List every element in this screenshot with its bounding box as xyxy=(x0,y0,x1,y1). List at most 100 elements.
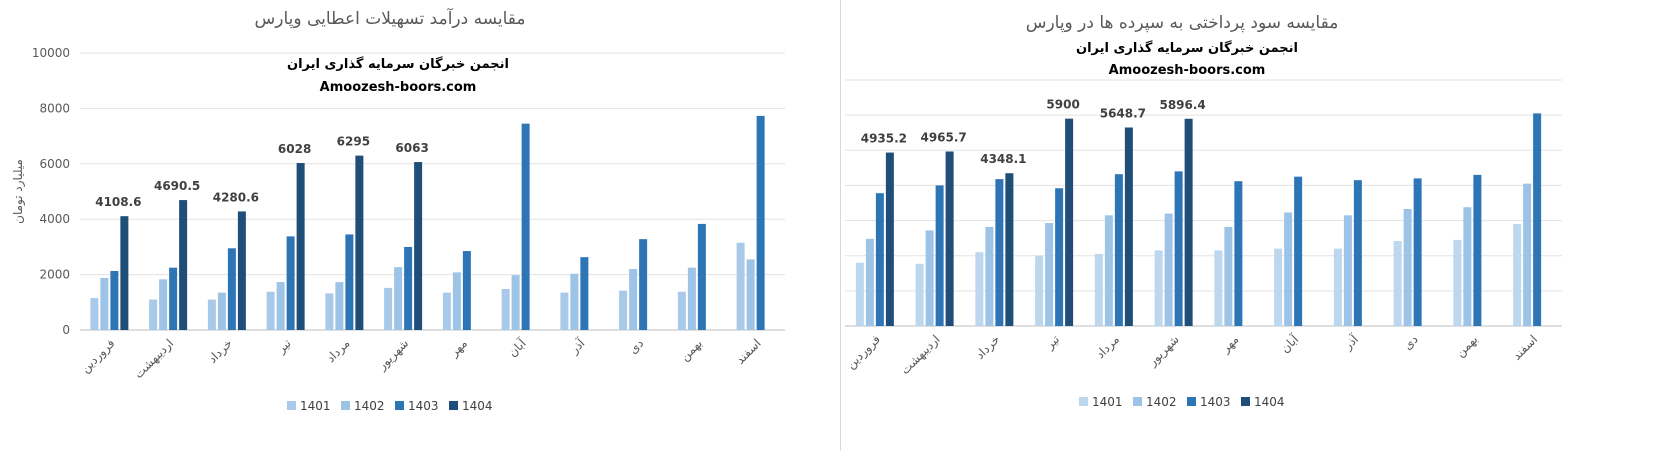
x-tick-label: اسفند xyxy=(733,336,764,367)
x-tick-label: شهریور xyxy=(1145,332,1183,370)
legend-label-1401: 1401 xyxy=(1092,395,1123,409)
x-tick-label: بهمن xyxy=(1453,332,1481,360)
chart-title: مقایسه درآمد تسهیلات اعطایی وپارس xyxy=(254,7,525,29)
bar-1402-9 xyxy=(570,273,579,330)
bar-1403-3 xyxy=(227,248,236,330)
bar-1403-1 xyxy=(875,193,884,326)
bar-1403-6 xyxy=(1174,171,1183,326)
x-tick-label: آبان xyxy=(505,335,530,360)
bar-1402-11 xyxy=(687,267,696,330)
bar-1401-7 xyxy=(1214,250,1223,326)
data-label-1404-2: 4690.5 xyxy=(154,179,200,193)
bar-1401-1 xyxy=(855,262,864,326)
bar-1403-1 xyxy=(110,270,119,330)
bar-1401-9 xyxy=(560,292,569,330)
x-tick-label: مرداد xyxy=(1093,332,1123,362)
x-tick-label: آذر xyxy=(566,335,589,358)
bar-1403-7 xyxy=(1234,181,1243,326)
data-label-1404-6: 6063 xyxy=(395,141,428,155)
legend-label-1404: 1404 xyxy=(462,399,493,413)
legend-swatch-1404 xyxy=(449,401,458,410)
data-label-1404-4: 6028 xyxy=(278,142,311,156)
legend-swatch-1402 xyxy=(1133,397,1142,406)
bar-1403-12 xyxy=(756,115,765,330)
bar-1401-12 xyxy=(736,242,745,330)
bar-1401-9 xyxy=(1333,248,1342,326)
bar-1402-3 xyxy=(985,226,994,326)
x-tick-label: مرداد xyxy=(323,336,353,366)
legend-label-1404: 1404 xyxy=(1254,395,1285,409)
chart-website: Amoozesh-boors.com xyxy=(320,80,477,95)
legend-swatch-1404 xyxy=(1241,397,1250,406)
bar-1403-2 xyxy=(169,267,178,330)
y-tick-label: 4000 xyxy=(39,212,70,226)
bar-1402-12 xyxy=(1523,183,1532,326)
y-axis-label: میلیارد تومان xyxy=(11,159,26,224)
x-tick-label: اردیبهشت xyxy=(131,336,177,382)
bar-1402-12 xyxy=(746,259,755,330)
bar-1404-1 xyxy=(885,152,894,326)
bar-1402-4 xyxy=(1045,223,1054,326)
bar-1401-7 xyxy=(442,292,451,330)
bar-1402-7 xyxy=(452,272,461,330)
data-label-1404-6: 5896.4 xyxy=(1159,98,1205,112)
x-tick-label: فروردین xyxy=(78,336,118,376)
chart-title: مقایسه سود پرداختی به سپرده ها در وپارس xyxy=(1026,13,1339,33)
bar-1401-4 xyxy=(1035,255,1044,326)
bar-1402-5 xyxy=(1104,215,1113,326)
panel-divider xyxy=(840,0,841,451)
data-label-1404-3: 4348.1 xyxy=(980,152,1026,166)
x-tick-label: خرداد xyxy=(205,336,235,366)
x-tick-label: مهر xyxy=(446,336,470,360)
bar-1402-4 xyxy=(276,282,285,330)
data-label-1404-2: 4965.7 xyxy=(920,130,966,144)
bar-1404-1 xyxy=(120,216,129,330)
bar-1403-10 xyxy=(639,239,648,330)
bar-1402-10 xyxy=(1403,208,1412,326)
bar-1401-3 xyxy=(207,299,216,330)
bar-1403-11 xyxy=(697,223,706,330)
bar-1403-12 xyxy=(1533,113,1542,326)
bar-1401-5 xyxy=(325,293,334,330)
x-tick-label: اسفند xyxy=(1510,332,1541,363)
bar-1404-3 xyxy=(237,211,246,330)
bar-1403-8 xyxy=(1294,176,1303,326)
legend-swatch-1403 xyxy=(1187,397,1196,406)
x-tick-label: شهریور xyxy=(374,336,412,374)
bar-1401-5 xyxy=(1094,253,1103,326)
bar-1403-6 xyxy=(404,246,413,330)
legend-label-1403: 1403 xyxy=(1200,395,1231,409)
legend-label-1401: 1401 xyxy=(300,399,331,413)
bar-1401-1 xyxy=(90,298,99,330)
x-tick-label: خرداد xyxy=(973,332,1003,362)
bar-1403-8 xyxy=(521,123,530,330)
bar-1401-6 xyxy=(384,287,393,330)
legend-swatch-1401 xyxy=(1079,397,1088,406)
bar-1404-5 xyxy=(1124,127,1133,326)
bar-1401-8 xyxy=(501,289,510,330)
bar-1401-2 xyxy=(915,263,924,326)
x-tick-label: دی xyxy=(1400,332,1420,352)
bar-1402-8 xyxy=(511,275,520,330)
bar-1401-6 xyxy=(1154,250,1163,326)
bar-1402-6 xyxy=(394,267,403,330)
bar-1402-3 xyxy=(217,292,226,330)
data-label-1404-3: 4280.6 xyxy=(213,190,259,204)
x-tick-label: دی xyxy=(626,336,646,356)
bar-1401-11 xyxy=(1453,239,1462,326)
bar-1403-4 xyxy=(286,236,295,330)
bar-1401-12 xyxy=(1513,224,1522,326)
bar-1401-10 xyxy=(1393,240,1402,326)
data-label-1404-4: 5900 xyxy=(1046,98,1079,112)
bar-1403-5 xyxy=(1114,174,1123,326)
chart-right-svg: مقایسه سود پرداختی به سپرده ها در وپارس ا… xyxy=(844,13,1562,409)
data-label-1404-1: 4108.6 xyxy=(95,195,141,209)
bar-1401-8 xyxy=(1274,248,1283,326)
chart-website: Amoozesh-boors.com xyxy=(1109,63,1266,78)
bar-1403-11 xyxy=(1473,174,1482,326)
chart-right: مقایسه سود پرداختی به سپرده ها در وپارس ا… xyxy=(842,0,1666,451)
legend-swatch-1402 xyxy=(341,401,350,410)
data-label-1404-1: 4935.2 xyxy=(861,132,907,146)
bar-1402-1 xyxy=(865,238,874,326)
bar-1401-10 xyxy=(619,290,628,330)
